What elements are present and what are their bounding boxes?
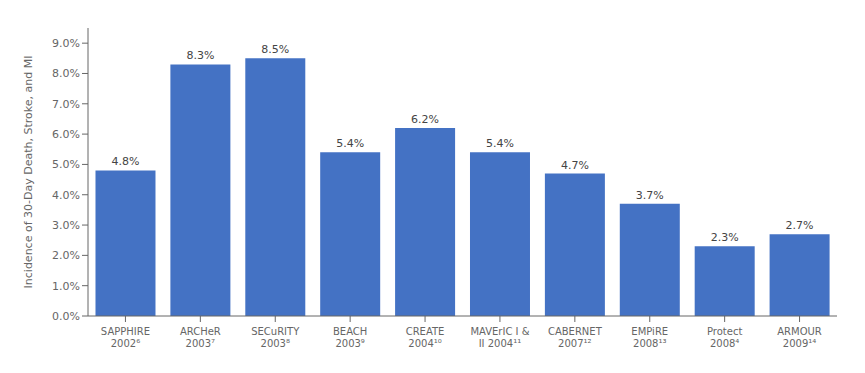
svg-text:3.0%: 3.0%	[52, 219, 80, 232]
svg-text:2.3%: 2.3%	[711, 231, 739, 244]
svg-text:4.7%: 4.7%	[561, 159, 589, 172]
svg-text:2.0%: 2.0%	[52, 249, 80, 262]
svg-text:Protect2008⁴: Protect2008⁴	[707, 326, 742, 349]
svg-text:4.0%: 4.0%	[52, 189, 80, 202]
svg-text:8.0%: 8.0%	[52, 67, 80, 80]
svg-text:ARMOUR2009¹⁴: ARMOUR2009¹⁴	[777, 326, 822, 349]
svg-text:MAVErIC I &II 2004¹¹: MAVErIC I &II 2004¹¹	[470, 326, 529, 349]
svg-text:7.0%: 7.0%	[52, 98, 80, 111]
svg-text:8.3%: 8.3%	[186, 49, 214, 62]
svg-text:0.0%: 0.0%	[52, 310, 80, 323]
svg-text:4.8%: 4.8%	[112, 155, 140, 168]
svg-text:5.4%: 5.4%	[336, 137, 364, 150]
svg-text:6.2%: 6.2%	[411, 113, 439, 126]
svg-text:6.0%: 6.0%	[52, 128, 80, 141]
svg-text:ARCHeR2003⁷: ARCHeR2003⁷	[180, 326, 221, 349]
svg-text:3.7%: 3.7%	[636, 189, 664, 202]
svg-text:Incidence of 30-Day Death, Str: Incidence of 30-Day Death, Stroke, and M…	[22, 56, 35, 289]
svg-text:1.0%: 1.0%	[52, 280, 80, 293]
svg-text:9.0%: 9.0%	[52, 37, 80, 50]
svg-text:CABERNET2007¹²: CABERNET2007¹²	[548, 326, 603, 349]
svg-text:EMPiRE2008¹³: EMPiRE2008¹³	[631, 326, 668, 349]
svg-text:BEACH2003⁹: BEACH2003⁹	[333, 326, 367, 349]
svg-text:SECuRITY2003⁸: SECuRITY2003⁸	[251, 326, 300, 349]
svg-text:8.5%: 8.5%	[261, 43, 289, 56]
svg-text:5.4%: 5.4%	[486, 137, 514, 150]
svg-text:SAPPHIRE2002⁶: SAPPHIRE2002⁶	[101, 326, 150, 349]
svg-text:5.0%: 5.0%	[52, 158, 80, 171]
svg-text:CREATE2004¹⁰: CREATE2004¹⁰	[406, 326, 445, 349]
svg-text:2.7%: 2.7%	[786, 219, 814, 232]
